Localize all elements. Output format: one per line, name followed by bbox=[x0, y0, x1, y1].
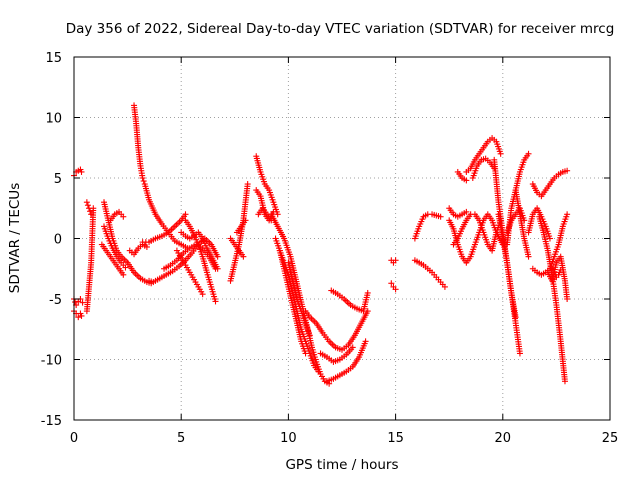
data-point bbox=[512, 314, 519, 321]
data-point bbox=[349, 344, 356, 351]
data-point bbox=[561, 378, 568, 385]
x-tick-label: 10 bbox=[280, 431, 297, 446]
data-point bbox=[302, 350, 309, 357]
tick-marks bbox=[73, 56, 611, 421]
x-tick-label: 15 bbox=[387, 431, 404, 446]
data-point bbox=[120, 213, 127, 220]
data-point bbox=[546, 235, 553, 242]
y-tick-label: 0 bbox=[54, 233, 62, 248]
data-point bbox=[497, 150, 504, 157]
data-point bbox=[392, 286, 399, 293]
data-point bbox=[72, 299, 79, 306]
data-point bbox=[362, 338, 369, 345]
data-point bbox=[441, 283, 448, 290]
data-point bbox=[86, 205, 93, 212]
data-point bbox=[392, 257, 399, 264]
data-point bbox=[564, 167, 571, 174]
data-point bbox=[214, 265, 221, 272]
data-point bbox=[182, 211, 189, 218]
data-marks bbox=[71, 102, 571, 387]
data-point bbox=[244, 181, 251, 188]
data-point bbox=[315, 368, 322, 375]
y-axis-label: SDTVAR / TECUs bbox=[7, 183, 23, 293]
data-point bbox=[364, 289, 371, 296]
data-point bbox=[274, 211, 281, 218]
data-point bbox=[78, 312, 85, 319]
data-point bbox=[240, 253, 247, 260]
y-tick-label: -10 bbox=[41, 354, 62, 369]
data-point bbox=[78, 168, 85, 175]
data-point bbox=[75, 314, 82, 321]
y-tick-label: -5 bbox=[49, 293, 62, 308]
data-point bbox=[516, 350, 523, 357]
y-tick-label: 15 bbox=[45, 51, 62, 66]
data-point bbox=[199, 291, 206, 298]
data-point bbox=[212, 298, 219, 305]
data-point bbox=[120, 271, 127, 278]
x-tick-labels: 0 5 10 15 20 25 bbox=[70, 431, 618, 446]
data-point bbox=[388, 280, 395, 287]
data-point bbox=[87, 208, 94, 215]
x-tick-label: 0 bbox=[70, 431, 78, 446]
data-point bbox=[88, 211, 95, 218]
chart-title: Day 356 of 2022, Sidereal Day-to-day VTE… bbox=[66, 21, 615, 37]
data-point bbox=[83, 199, 90, 206]
x-tick-label: 5 bbox=[177, 431, 185, 446]
data-point bbox=[140, 178, 147, 185]
x-tick-label: 25 bbox=[602, 431, 619, 446]
data-point bbox=[437, 213, 444, 220]
data-point bbox=[564, 296, 571, 302]
data-point bbox=[214, 253, 221, 260]
y-tick-label: 5 bbox=[54, 172, 62, 187]
data-point bbox=[549, 265, 556, 272]
data-point bbox=[557, 266, 564, 273]
y-tick-label: -15 bbox=[41, 414, 62, 429]
data-point bbox=[139, 175, 146, 181]
data-point bbox=[564, 211, 571, 218]
data-point bbox=[84, 202, 91, 209]
x-tick-label: 20 bbox=[495, 431, 512, 446]
x-axis-label: GPS time / hours bbox=[285, 457, 398, 473]
data-point bbox=[525, 253, 532, 260]
data-point bbox=[463, 177, 470, 184]
data-point bbox=[79, 299, 86, 306]
data-point bbox=[306, 332, 313, 339]
data-point bbox=[242, 217, 249, 224]
data-point bbox=[122, 264, 129, 271]
data-point bbox=[463, 208, 470, 215]
data-point bbox=[143, 243, 150, 250]
data-point bbox=[525, 150, 532, 157]
y-tick-labels: -15 -10 -5 0 5 10 15 bbox=[41, 51, 62, 429]
y-tick-label: 10 bbox=[45, 112, 62, 127]
